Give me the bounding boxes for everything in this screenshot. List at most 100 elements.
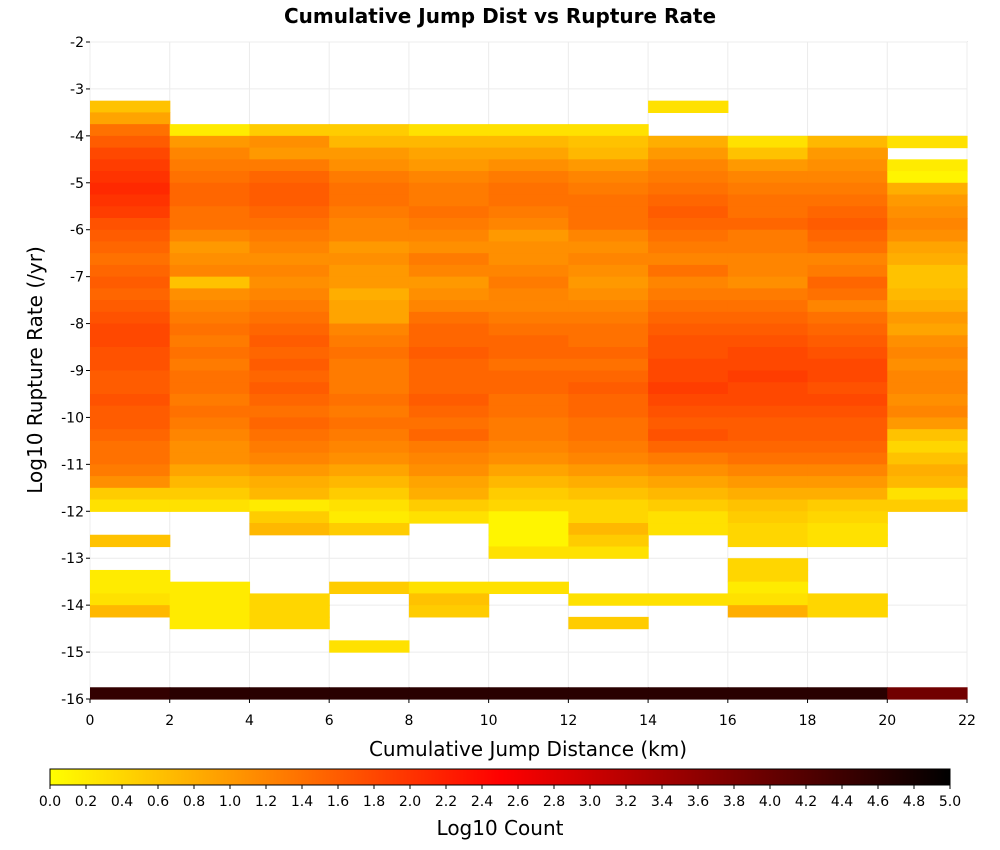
heatmap-cell [329, 440, 410, 454]
heatmap-cell [90, 464, 171, 477]
heatmap-cell [249, 593, 330, 606]
heatmap-cell [727, 405, 809, 419]
heatmap-cell [727, 523, 809, 536]
y-tick-label: -13 [61, 551, 84, 567]
heatmap-cell [807, 464, 888, 477]
heatmap-cell [408, 440, 490, 454]
heatmap-cell [807, 194, 888, 207]
heatmap-cell [488, 476, 569, 489]
heatmap-cell [249, 311, 330, 325]
heatmap-cell [807, 499, 888, 512]
heatmap-cell [807, 276, 888, 289]
heatmap-cell [807, 429, 888, 442]
heatmap-cell [329, 241, 410, 254]
heatmap-cell [727, 581, 809, 595]
heatmap-cell [648, 347, 729, 360]
heatmap-cell [249, 264, 330, 278]
heatmap-cell [568, 335, 649, 348]
colorbar-tick-label: 3.4 [651, 794, 673, 810]
heatmap-cell [169, 241, 251, 254]
colorbar-tick-label: 5.0 [939, 794, 961, 810]
heatmap-cell [887, 499, 968, 512]
heatmap-cell [488, 534, 569, 548]
heatmap-cell [249, 135, 330, 149]
y-tick-label: -14 [61, 598, 84, 614]
heatmap-cell [648, 276, 729, 289]
heatmap-cell [329, 347, 410, 360]
heatmap-cell [887, 135, 968, 149]
heatmap-cell [488, 217, 569, 231]
heatmap-cell [249, 511, 330, 524]
heatmap-cell [329, 300, 410, 313]
heatmap-cell [488, 135, 569, 149]
heatmap-cell [568, 417, 649, 430]
heatmap-cell [249, 335, 330, 348]
heatmap-cell [648, 417, 729, 430]
heatmap-cell [90, 382, 171, 395]
heatmap-cell [408, 382, 490, 395]
heatmap-cell [90, 159, 171, 172]
heatmap-cell [408, 147, 490, 160]
heatmap-cell [727, 135, 809, 149]
heatmap-cell [90, 370, 171, 383]
heatmap-cell [329, 323, 410, 336]
heatmap-cell [329, 382, 410, 395]
heatmap-cell [648, 159, 729, 172]
heatmap-cell [329, 476, 410, 489]
y-tick-label: -2 [70, 35, 84, 51]
colorbar-tick-label: 4.6 [867, 794, 889, 810]
heatmap-cell [727, 687, 809, 700]
heatmap-cell [249, 523, 330, 536]
heatmap-cell [648, 135, 729, 149]
colorbar-tick-label: 3.6 [687, 794, 709, 810]
heatmap-cell [807, 534, 888, 548]
colorbar-tick-label: 2.6 [507, 794, 529, 810]
heatmap-cell [568, 217, 649, 231]
heatmap-cell [329, 135, 410, 149]
colorbar-label: Log10 Count [437, 816, 564, 840]
heatmap-cell [329, 499, 410, 512]
heatmap-cell [727, 569, 809, 583]
heatmap-cell [648, 147, 729, 160]
heatmap-cell [90, 335, 171, 348]
y-tick-label: -3 [70, 82, 84, 98]
heatmap-cell [90, 347, 171, 360]
heatmap-cell [249, 323, 330, 336]
x-axis-ticks: 0 2 4 6 8 10 12 14 16 18 20 22 [86, 699, 976, 729]
heatmap-cell [329, 335, 410, 348]
heatmap-cell [169, 487, 251, 501]
colorbar-tick-label: 0.8 [183, 794, 205, 810]
heatmap-cell [408, 499, 490, 512]
heatmap-cell [90, 311, 171, 325]
heatmap-cell [249, 393, 330, 407]
y-tick-label: -15 [61, 645, 84, 661]
heatmap-cell [408, 264, 490, 278]
heatmap-cell [568, 229, 649, 243]
heatmap-cell [329, 581, 410, 595]
colorbar-tick-label: 0.6 [147, 794, 169, 810]
heatmap-cell [90, 440, 171, 454]
heatmap-cell [727, 182, 809, 196]
heatmap-cell [727, 253, 809, 266]
heatmap-cell [249, 417, 330, 430]
heatmap-cell [807, 417, 888, 430]
heatmap-cell [568, 135, 649, 149]
heatmap-cell [169, 124, 251, 137]
colorbar-tick-label: 0.0 [39, 794, 61, 810]
x-tick-label: 0 [86, 713, 95, 729]
heatmap-cell [648, 405, 729, 419]
heatmap-cell [169, 429, 251, 442]
heatmap-cell [488, 171, 569, 184]
heatmap-cell [329, 393, 410, 407]
heatmap-cell [727, 217, 809, 231]
heatmap-cell [727, 347, 809, 360]
heatmap-cell [329, 429, 410, 442]
heatmap-cell [887, 464, 968, 477]
heatmap-cell [249, 253, 330, 266]
x-tick-label: 14 [639, 713, 657, 729]
x-tick-label: 16 [719, 713, 737, 729]
heatmap-cell [887, 382, 968, 395]
heatmap-cell [727, 534, 809, 548]
y-tick-label: -12 [61, 504, 84, 520]
